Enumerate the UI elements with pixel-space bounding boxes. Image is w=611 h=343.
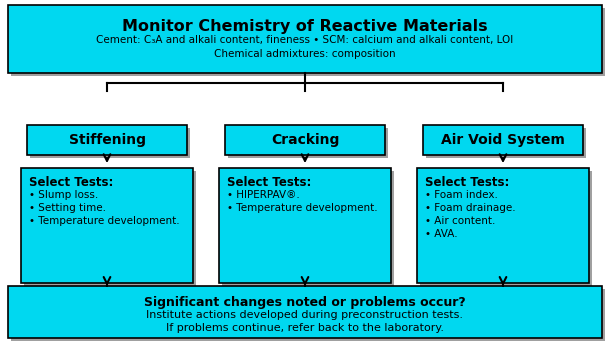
Text: Select Tests:: Select Tests: [29,176,114,189]
Text: If problems continue, refer back to the laboratory.: If problems continue, refer back to the … [166,323,444,333]
Text: Select Tests:: Select Tests: [227,176,312,189]
FancyBboxPatch shape [225,125,385,155]
Text: • Setting time.: • Setting time. [29,203,106,213]
FancyBboxPatch shape [11,289,605,341]
Text: Cracking: Cracking [271,133,339,147]
FancyBboxPatch shape [30,128,190,158]
Text: Select Tests:: Select Tests: [425,176,510,189]
Text: • Slump loss.: • Slump loss. [29,190,98,200]
Text: • Foam drainage.: • Foam drainage. [425,203,516,213]
Text: • Temperature development.: • Temperature development. [227,203,378,213]
Text: • Temperature development.: • Temperature development. [29,216,180,226]
FancyBboxPatch shape [8,5,602,73]
Text: • Air content.: • Air content. [425,216,496,226]
Text: Stiffening: Stiffening [68,133,145,147]
Text: Chemical admixtures: composition: Chemical admixtures: composition [214,49,396,59]
Text: Institute actions developed during preconstruction tests.: Institute actions developed during preco… [147,310,464,320]
Text: • AVA.: • AVA. [425,229,458,239]
FancyBboxPatch shape [219,168,391,283]
FancyBboxPatch shape [228,128,388,158]
FancyBboxPatch shape [420,171,592,286]
FancyBboxPatch shape [417,168,589,283]
Text: Air Void System: Air Void System [441,133,565,147]
Text: Cement: C₃A and alkali content, fineness • SCM: calcium and alkali content, LOI: Cement: C₃A and alkali content, fineness… [97,35,514,45]
FancyBboxPatch shape [8,286,602,338]
Text: Significant changes noted or problems occur?: Significant changes noted or problems oc… [144,296,466,309]
FancyBboxPatch shape [11,8,605,76]
FancyBboxPatch shape [426,128,586,158]
FancyBboxPatch shape [24,171,196,286]
FancyBboxPatch shape [21,168,193,283]
Text: Monitor Chemistry of Reactive Materials: Monitor Chemistry of Reactive Materials [122,19,488,34]
FancyBboxPatch shape [27,125,187,155]
Text: • Foam index.: • Foam index. [425,190,498,200]
Text: • HIPERPAV®.: • HIPERPAV®. [227,190,300,200]
FancyBboxPatch shape [423,125,583,155]
FancyBboxPatch shape [222,171,394,286]
